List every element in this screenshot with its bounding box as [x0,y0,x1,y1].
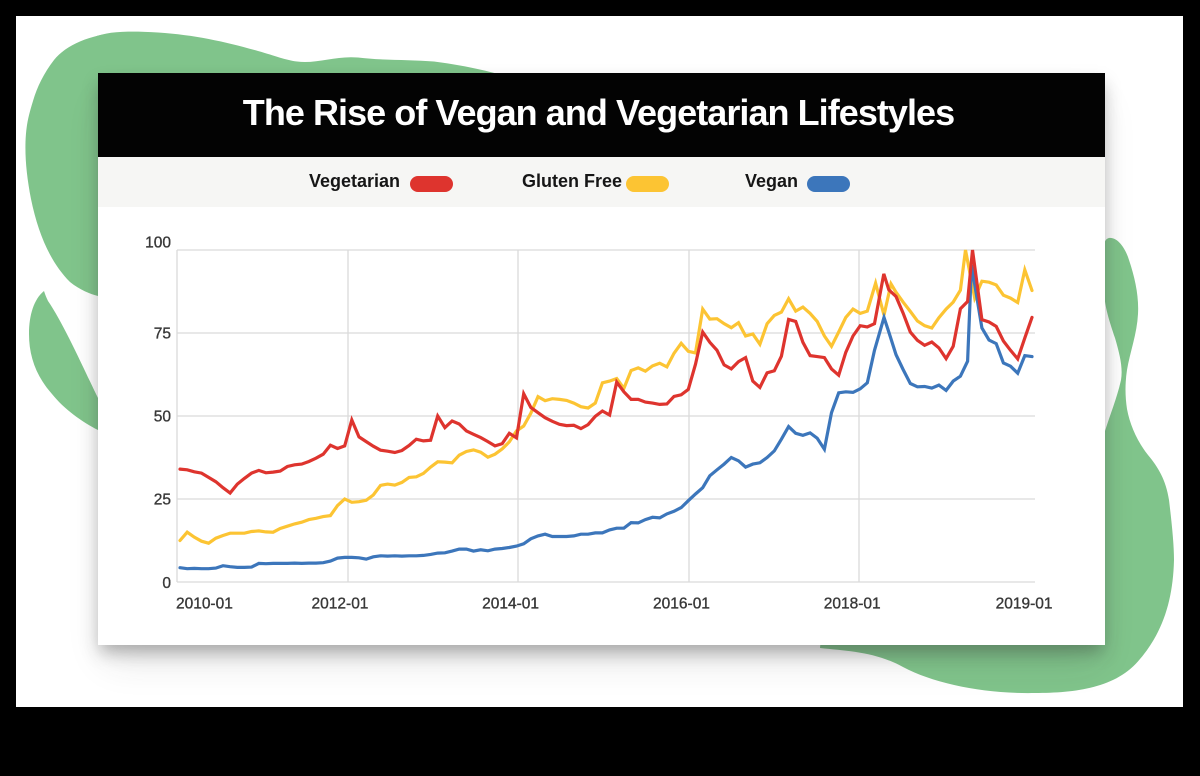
svg-text:2010-01: 2010-01 [176,596,233,613]
svg-text:25: 25 [154,492,171,509]
svg-text:2014-01: 2014-01 [482,596,539,613]
svg-text:75: 75 [154,326,171,343]
svg-text:100: 100 [145,235,171,252]
svg-text:2012-01: 2012-01 [312,596,369,613]
svg-text:2016-01: 2016-01 [653,596,710,613]
svg-text:2019-01: 2019-01 [996,596,1053,613]
svg-text:50: 50 [154,409,172,426]
svg-text:0: 0 [162,575,171,592]
svg-text:2018-01: 2018-01 [824,596,881,613]
